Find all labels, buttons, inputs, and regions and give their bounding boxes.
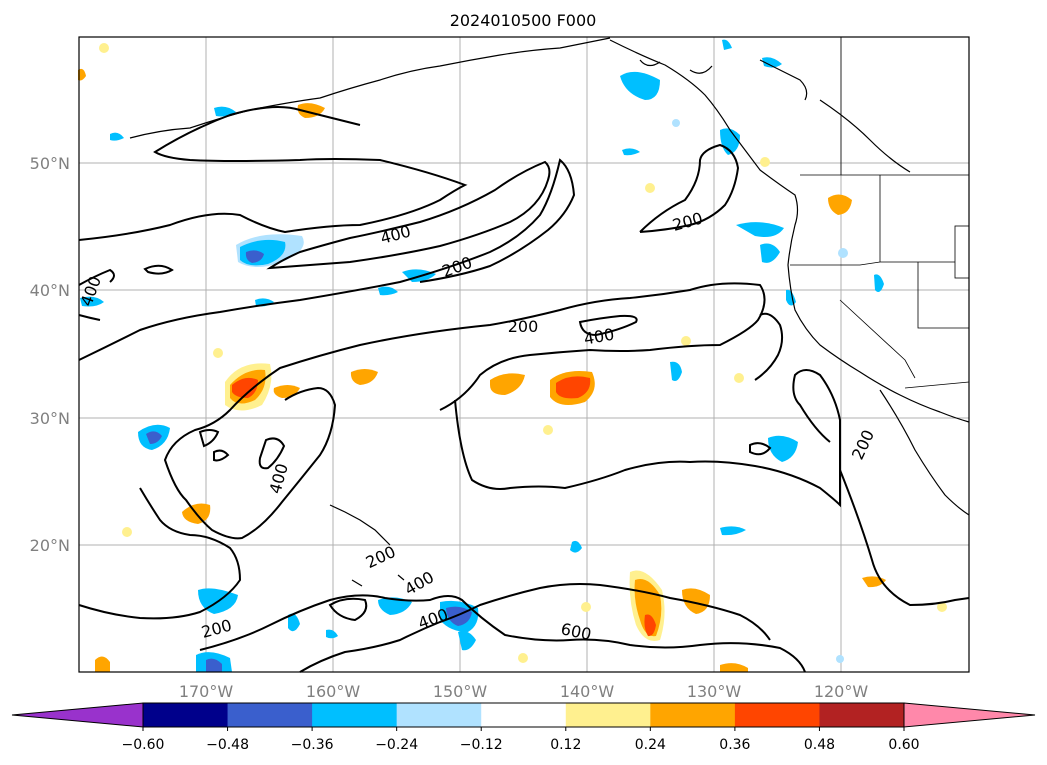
colorbar-extend-low xyxy=(11,702,144,728)
colorbar-segment xyxy=(481,703,567,727)
lat-label: 50°N xyxy=(30,154,70,173)
colorbar-tick-label: 0.12 xyxy=(550,737,581,753)
lon-label: 130°W xyxy=(687,682,742,701)
lat-label: 20°N xyxy=(30,536,70,555)
colorbar-tick-label: 0.36 xyxy=(719,737,750,753)
colorbar-frame xyxy=(142,702,905,728)
lon-label: 120°W xyxy=(814,682,869,701)
colorbar-segment xyxy=(734,703,820,727)
lon-label: 140°W xyxy=(560,682,615,701)
colorbar-segment xyxy=(650,703,736,727)
colorbar-segment xyxy=(396,703,482,727)
colorbar-tick-label: −0.12 xyxy=(460,737,503,753)
map-frame xyxy=(78,36,970,673)
height-contours xyxy=(78,106,970,673)
lon-label: 170°W xyxy=(179,682,234,701)
lon-label: 160°W xyxy=(306,682,361,701)
colorbar-segment xyxy=(143,703,229,727)
colorbar-segment xyxy=(312,703,398,727)
lon-labels: 170°W 160°W 150°W 140°W 130°W 120°W xyxy=(179,682,869,701)
lon-label: 150°W xyxy=(433,682,488,701)
lat-label: 40°N xyxy=(30,281,70,300)
coastlines xyxy=(129,37,970,587)
lat-labels: 50°N 40°N 30°N 20°N xyxy=(30,154,70,555)
colorbar: −0.60 −0.48 −0.36 −0.24 −0.12 0.12 0.24 0.36 0.4… xyxy=(11,702,1036,753)
colorbar-extend-high xyxy=(903,702,1036,728)
colorbar-tick-label: 0.60 xyxy=(888,737,919,753)
contour-label: 200 xyxy=(508,317,539,336)
colorbar-tick-label: 0.48 xyxy=(804,737,835,753)
colorbar-tick-label: 0.24 xyxy=(635,737,666,753)
map-background xyxy=(79,37,969,672)
colorbar-tick-label: −0.24 xyxy=(375,737,418,753)
map-panel: 400 400 200 200 200 400 200 400 200 400 … xyxy=(77,36,970,673)
borders xyxy=(790,37,970,389)
map-title: 2024010500 F000 xyxy=(450,11,597,30)
colorbar-segment xyxy=(227,703,313,727)
colorbar-tick-label: −0.48 xyxy=(206,737,249,753)
colorbar-tick-label: −0.36 xyxy=(291,737,334,753)
lat-label: 30°N xyxy=(30,409,70,428)
colorbar-tick-label: −0.60 xyxy=(122,737,165,753)
colorbar-segment xyxy=(819,703,905,727)
colorbar-segment xyxy=(565,703,651,727)
